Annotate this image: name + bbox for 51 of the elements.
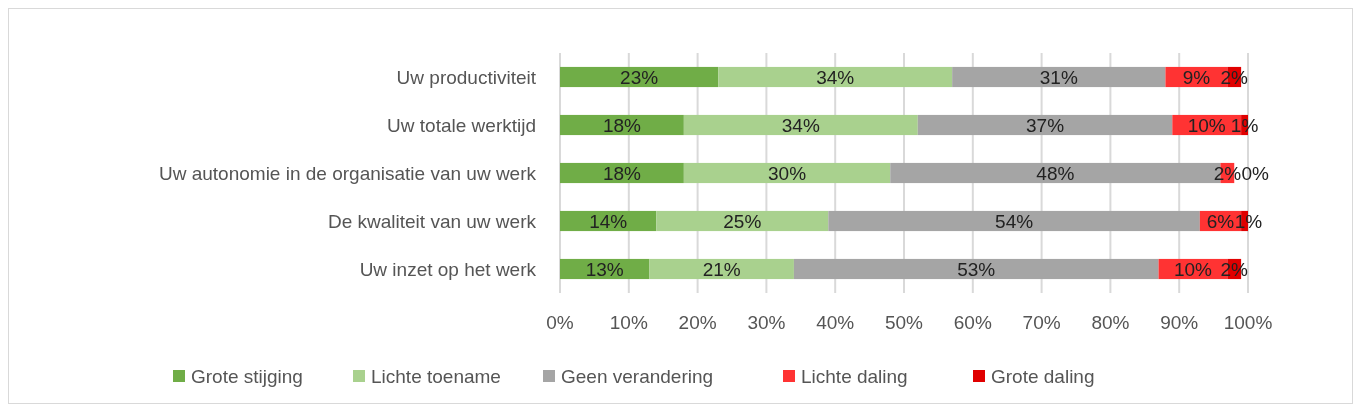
data-label: 25% xyxy=(723,210,762,232)
bar xyxy=(649,258,794,280)
legend-label: Grote daling xyxy=(991,365,1095,387)
data-label: 9% xyxy=(1182,66,1211,88)
bar xyxy=(656,210,829,232)
bar xyxy=(683,114,918,136)
data-label: 54% xyxy=(995,210,1034,232)
x-tick-label: 50% xyxy=(884,311,924,333)
y-tick-label: De kwaliteit van uw werk xyxy=(327,210,537,232)
legend-label: Lichte toename xyxy=(371,365,501,387)
x-tick-label: 80% xyxy=(1091,311,1130,333)
data-label: 23% xyxy=(620,66,659,88)
x-tick-label: 10% xyxy=(609,311,648,333)
data-label: 6% xyxy=(1206,210,1235,232)
data-label: 34% xyxy=(816,66,855,88)
data-label: 13% xyxy=(585,258,624,280)
data-label: 14% xyxy=(589,210,628,232)
data-label: 21% xyxy=(702,258,741,280)
data-label: 31% xyxy=(1039,66,1078,88)
data-label: 48% xyxy=(1036,162,1075,184)
data-label: 10% xyxy=(1173,258,1213,280)
legend-label: Lichte daling xyxy=(801,365,908,387)
bar xyxy=(917,114,1173,136)
x-tick-label: 70% xyxy=(1022,311,1061,333)
legend-label: Grote stijging xyxy=(191,365,303,387)
bar xyxy=(793,258,1159,280)
bar xyxy=(560,66,719,88)
y-tick-label: Uw inzet op het werk xyxy=(359,258,537,280)
y-tick-label: Uw autonomie in de organisatie van uw werk xyxy=(158,162,537,184)
data-label: 37% xyxy=(1026,114,1065,136)
data-label: 18% xyxy=(602,162,642,184)
x-tick-label: 30% xyxy=(747,311,786,333)
x-tick-label: 60% xyxy=(953,311,992,333)
bar xyxy=(683,162,891,184)
x-tick-label: 0% xyxy=(546,311,574,333)
bar xyxy=(718,66,953,88)
x-tick-label: 90% xyxy=(1160,311,1199,333)
data-label: 0% xyxy=(1241,162,1270,184)
y-tick-label: Uw totale werktijd xyxy=(387,114,536,136)
data-label: 10% xyxy=(1187,114,1226,136)
data-label: 53% xyxy=(957,258,996,280)
x-tick-label: 20% xyxy=(678,311,717,333)
legend-label: Geen verandering xyxy=(561,365,714,387)
bar xyxy=(952,66,1166,88)
x-tick-label: 40% xyxy=(816,311,855,333)
x-tick-label: 100% xyxy=(1223,311,1273,333)
y-tick-label: Uw productiviteit xyxy=(396,66,537,88)
bar xyxy=(828,210,1200,232)
data-label: 30% xyxy=(768,162,807,184)
data-label: 18% xyxy=(602,114,642,136)
data-label: 34% xyxy=(781,114,820,136)
